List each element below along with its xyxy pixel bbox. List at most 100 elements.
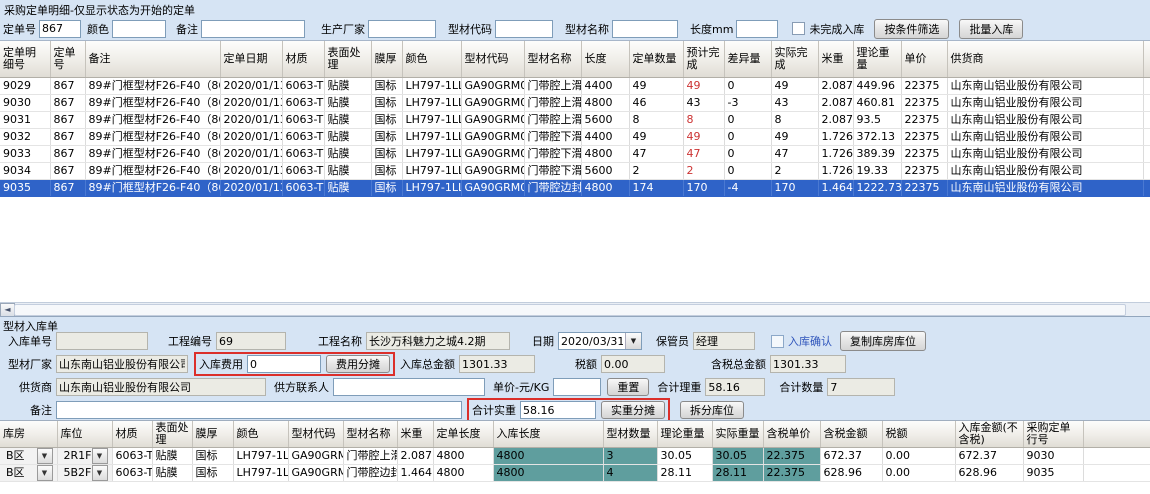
cell[interactable]: 国标 xyxy=(371,145,403,163)
cell[interactable]: 4400 xyxy=(581,128,630,146)
cell[interactable]: 2.087 xyxy=(818,94,854,112)
filter-order-no-input[interactable] xyxy=(39,19,81,38)
cell[interactable]: 9029 xyxy=(0,77,51,95)
entry-no-input[interactable] xyxy=(56,332,148,350)
cell[interactable]: 贴膜 xyxy=(324,179,372,197)
cell[interactable]: 372.13 xyxy=(853,128,902,146)
cell[interactable]: 0 xyxy=(724,77,772,95)
cell[interactable]: 6063-T5 xyxy=(282,179,325,197)
cell[interactable]: 4800 xyxy=(581,145,630,163)
actual-weight-input[interactable] xyxy=(520,401,596,419)
cell[interactable]: 867 xyxy=(50,128,86,146)
cell[interactable]: LH797-1LL0 xyxy=(402,77,462,95)
filter-manufacturer-input[interactable] xyxy=(368,19,436,38)
column-header[interactable]: 实际重量 xyxy=(712,421,764,448)
column-header[interactable]: 材质 xyxy=(282,41,325,78)
cell[interactable]: 89#门框型材F26-F40（866+867） xyxy=(85,179,221,197)
dropdown-icon[interactable]: ▼ xyxy=(36,448,53,464)
cell[interactable] xyxy=(1143,94,1150,112)
cell[interactable]: 6063-T5 xyxy=(282,145,325,163)
cell[interactable]: 170 xyxy=(771,179,819,197)
cell[interactable]: 6063-T5 xyxy=(112,447,153,465)
cell[interactable]: 89#门框型材F26-F40（866+867） xyxy=(85,111,221,129)
filter-remark-input[interactable] xyxy=(201,19,305,38)
cell[interactable]: 1.726 xyxy=(818,145,854,163)
column-header[interactable]: 定单日期 xyxy=(220,41,283,78)
column-header[interactable]: 米重 xyxy=(397,421,434,448)
cell[interactable]: 43 xyxy=(683,94,725,112)
cell[interactable]: LH797-1LL0 xyxy=(233,464,289,482)
cell[interactable]: 5600 xyxy=(581,162,630,180)
theory-weight-input[interactable] xyxy=(705,378,766,396)
cell[interactable]: 22375 xyxy=(901,179,948,197)
cell[interactable]: 2.087 xyxy=(818,77,854,95)
cell[interactable]: 贴膜 xyxy=(324,77,372,95)
cell[interactable]: 6063-T5 xyxy=(282,128,325,146)
cell[interactable]: 山东南山铝业股份有限公司 xyxy=(947,128,1144,146)
cell[interactable]: 628.96 xyxy=(955,464,1024,482)
cell[interactable]: 1222.73 xyxy=(853,179,902,197)
filter-by-condition-button[interactable]: 按条件筛选 xyxy=(874,18,950,39)
cell[interactable]: 9035 xyxy=(1023,464,1084,482)
cell[interactable]: 672.37 xyxy=(820,447,883,465)
cell[interactable]: 0 xyxy=(724,128,772,146)
cell[interactable]: 2020/01/13 xyxy=(220,94,283,112)
cell[interactable]: 22.375 xyxy=(763,447,821,465)
cell[interactable]: 1.464 xyxy=(818,179,854,197)
cell[interactable]: 0 xyxy=(724,111,772,129)
cell[interactable]: 6063-T5 xyxy=(282,77,325,95)
column-header[interactable]: 米重 xyxy=(818,41,854,78)
cell[interactable]: GA90GRM03 xyxy=(461,94,525,112)
cell[interactable]: GA90GRM03 xyxy=(461,111,525,129)
column-header[interactable] xyxy=(1083,421,1150,448)
batch-inbound-button[interactable]: 批量入库 xyxy=(959,18,1024,39)
cell[interactable]: B区 ▼ xyxy=(0,447,58,465)
dropdown-icon[interactable]: ▼ xyxy=(36,465,53,481)
cell[interactable]: 2 xyxy=(629,162,684,180)
cell[interactable]: B区 ▼ xyxy=(0,464,58,482)
horizontal-scrollbar[interactable]: ◄ xyxy=(0,302,1150,317)
cell[interactable]: 4800 xyxy=(581,179,630,197)
filter-profile-code-input[interactable] xyxy=(495,19,553,38)
cell[interactable]: 门带腔下滑 xyxy=(524,128,582,146)
table-row[interactable]: 903286789#门框型材F26-F40（866+867）2020/01/13… xyxy=(0,128,1150,146)
cell[interactable]: 89#门框型材F26-F40（866+867） xyxy=(85,145,221,163)
cell[interactable]: 门带腔上滑 xyxy=(524,77,582,95)
cell[interactable]: 门带腔边封 xyxy=(343,464,398,482)
cell[interactable]: 867 xyxy=(50,145,86,163)
cell[interactable]: 4400 xyxy=(581,77,630,95)
cell[interactable]: 47 xyxy=(771,145,819,163)
supplier-input[interactable] xyxy=(56,378,266,396)
cell[interactable]: 3 xyxy=(603,447,658,465)
cell[interactable]: 山东南山铝业股份有限公司 xyxy=(947,111,1144,129)
reset-button[interactable]: 重置 xyxy=(607,378,650,396)
column-header[interactable]: 膜厚 xyxy=(371,41,403,78)
cell[interactable]: 22375 xyxy=(901,145,948,163)
cell[interactable]: 8 xyxy=(629,111,684,129)
column-header[interactable]: 长度 xyxy=(581,41,630,78)
cell[interactable]: GA90GRM04 xyxy=(461,145,525,163)
cell[interactable] xyxy=(1083,447,1150,465)
cell[interactable]: 1.464 xyxy=(397,464,434,482)
cell[interactable]: 5B2F ▼ xyxy=(57,464,113,482)
weight-share-button[interactable]: 实重分摊 xyxy=(601,401,665,419)
cell[interactable]: 4800 xyxy=(433,447,494,465)
cell[interactable]: 门带腔上滑 xyxy=(524,111,582,129)
cell[interactable]: 49 xyxy=(683,77,725,95)
cell[interactable]: 89#门框型材F26-F40（866+867） xyxy=(85,128,221,146)
cell[interactable]: LH797-1LL0 xyxy=(402,145,462,163)
cell[interactable]: 4800 xyxy=(493,447,604,465)
cell[interactable]: 门带腔上滑 xyxy=(524,94,582,112)
cell[interactable]: LH797-1LL0 xyxy=(233,447,289,465)
cell[interactable]: 5600 xyxy=(581,111,630,129)
cell[interactable]: 9030 xyxy=(0,94,51,112)
table-row[interactable]: 903586789#门框型材F26-F40（866+867）2020/01/13… xyxy=(0,179,1150,197)
column-header[interactable]: 含税单价 xyxy=(763,421,821,448)
cell[interactable]: 0.00 xyxy=(882,447,956,465)
cell[interactable]: 174 xyxy=(629,179,684,197)
cell[interactable]: 28.11 xyxy=(657,464,713,482)
column-header[interactable]: 型材名称 xyxy=(524,41,582,78)
cell[interactable]: 国标 xyxy=(371,179,403,197)
scrollbar-thumb[interactable] xyxy=(14,304,1126,316)
column-header[interactable]: 预计完成 xyxy=(683,41,725,78)
